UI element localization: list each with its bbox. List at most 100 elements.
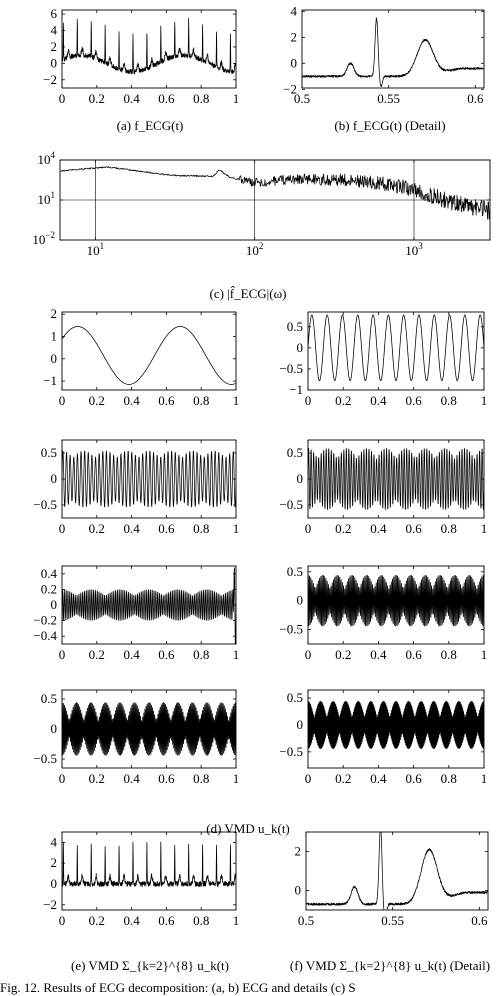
ytick-label-c-0: 10−2	[32, 230, 55, 247]
ytick-label-c-1: 101	[38, 190, 56, 207]
plot-frame-e	[61, 831, 237, 911]
ytick-label-d2-0: −1	[289, 382, 303, 397]
ytick-label-b-3: 4	[291, 3, 298, 18]
xtick-label-d1-4: 0.8	[193, 393, 209, 408]
xtick-label-e-4: 0.8	[193, 913, 209, 928]
xtick-label-d2-1: 0.2	[335, 393, 351, 408]
xtick-label-c-1: 102	[246, 241, 263, 258]
xtick-label-d8-3: 0.6	[405, 771, 422, 786]
caption-b: (b) f_ECG(t) (Detail)	[334, 118, 445, 133]
xtick-label-d7-0: 0	[59, 771, 66, 786]
ytick-label-d4-1: 0	[297, 471, 304, 486]
xtick-label-d3-3: 0.6	[158, 521, 175, 536]
xtick-label-d5-3: 0.6	[158, 647, 175, 662]
ytick-label-a-4: 6	[51, 6, 58, 21]
series-line-d3-0	[62, 450, 236, 508]
xtick-label-d8-1: 0.2	[335, 771, 351, 786]
series-line-b-0	[302, 17, 484, 88]
xtick-label-f-1: 0.55	[381, 913, 404, 928]
plot-frame-a	[61, 9, 237, 89]
ytick-label-f-0: 0	[295, 883, 302, 898]
chart-d5: 0 0.2 0.4 0.6 0.8 1−0.4−0.200.20.4	[33, 565, 239, 662]
ytick-label-a-3: 4	[51, 23, 58, 38]
ytick-label-d7-2: 0.5	[41, 691, 57, 706]
xtick-label-b-0: 0.5	[294, 91, 310, 106]
ytick-label-b-2: 2	[291, 29, 298, 44]
ytick-label-d4-2: 0.5	[287, 445, 303, 460]
xtick-label-d4-4: 0.8	[441, 521, 457, 536]
chart-d2: 0 0.2 0.4 0.6 0.8 1 −1 −0.5 0 0.5	[279, 311, 488, 408]
xtick-label-d3-0: 0	[59, 521, 66, 536]
chart-d4: 0 0.2 0.4 0.6 0.8 1−0.500.5	[279, 439, 487, 536]
xtick-label-d2-4: 0.8	[441, 393, 457, 408]
series-line-a-0	[62, 17, 236, 75]
ytick-label-d6-1: 0	[297, 593, 304, 608]
ytick-label-d5-3: 0.2	[41, 581, 57, 596]
xtick-label-c-0: 101	[87, 241, 105, 258]
xtick-label-d2-3: 0.6	[405, 393, 422, 408]
xtick-label-d6-3: 0.6	[405, 647, 422, 662]
xtick-label-e-0: 0	[59, 913, 66, 928]
chart-d7: 0 0.2 0.4 0.6 0.8 1−0.500.5	[33, 689, 240, 786]
xtick-label-e-3: 0.6	[158, 913, 175, 928]
xtick-label-d4-2: 0.4	[370, 521, 387, 536]
xtick-label-d4-1: 0.2	[335, 521, 351, 536]
chart-c: 101 102 103 10−2 101 104	[32, 150, 491, 258]
ytick-label-d4-0: −0.5	[279, 497, 303, 512]
ytick-label-d2-3: 0.5	[287, 319, 303, 334]
xtick-label-d5-1: 0.2	[89, 647, 105, 662]
ytick-label-d7-1: 0	[51, 721, 58, 736]
xtick-label-d6-0: 0	[305, 647, 312, 662]
ytick-label-d1-3: 2	[51, 306, 58, 321]
xtick-label-d3-1: 0.2	[89, 521, 105, 536]
xtick-label-c-2: 103	[405, 241, 423, 258]
series-line-d7-0	[62, 702, 236, 756]
ytick-label-c-2: 104	[38, 150, 56, 167]
xtick-label-d5-2: 0.4	[123, 647, 140, 662]
xtick-label-d4-3: 0.6	[405, 521, 422, 536]
xtick-label-d7-5: 1	[233, 771, 240, 786]
chart-b: 0.5 0.55 0.6 −2 0 2 4	[283, 3, 485, 106]
xtick-label-b-1: 0.55	[377, 91, 400, 106]
xtick-label-d2-2: 0.4	[370, 393, 387, 408]
xtick-label-b-2: 0.6	[467, 91, 484, 106]
ytick-label-e-2: 2	[51, 855, 58, 870]
ytick-label-f-1: 2	[295, 844, 302, 859]
series-line-d5-0	[62, 567, 236, 644]
ytick-label-e-1: 0	[51, 876, 58, 891]
xtick-label-d2-5: 1	[481, 393, 488, 408]
xtick-label-d8-2: 0.4	[370, 771, 387, 786]
ytick-label-e-0: −2	[43, 897, 57, 912]
ytick-label-a-0: −2	[43, 72, 57, 87]
xtick-label-e-2: 0.4	[123, 913, 140, 928]
xtick-label-a-2: 0.4	[123, 91, 140, 106]
chart-d3: 0 0.2 0.4 0.6 0.8 1−0.500.5	[33, 439, 239, 536]
ytick-label-d5-4: 0.4	[41, 566, 58, 581]
xtick-label-a-0: 0	[59, 91, 66, 106]
series-line-c-0	[60, 166, 490, 220]
xtick-label-d8-0: 0	[305, 771, 312, 786]
xtick-label-d3-4: 0.8	[193, 521, 209, 536]
ytick-label-b-1: 0	[291, 55, 298, 70]
xtick-label-d8-4: 0.8	[441, 771, 457, 786]
ytick-label-d8-1: 0	[297, 717, 304, 732]
xtick-label-a-1: 0.2	[89, 91, 105, 106]
ytick-label-a-2: 2	[51, 39, 58, 54]
ytick-label-d6-0: −0.5	[279, 622, 303, 637]
series-line-d4-0	[308, 448, 484, 510]
caption-f: (f) VMD Σ_{k=2}^{8} u_k(t) (Detail)	[290, 958, 490, 973]
chart-d8: 0 0.2 0.4 0.6 0.8 1−0.500.5	[279, 689, 488, 786]
chart-f: 0.5 0.55 0.6 0 2	[295, 831, 489, 928]
ytick-label-d8-2: 0.5	[287, 690, 303, 705]
ytick-label-d3-1: 0	[51, 471, 58, 486]
plot-frame-b	[301, 9, 485, 89]
chart-d6: 0 0.2 0.4 0.6 0.8 1−0.500.5	[279, 564, 487, 662]
xtick-label-d8-5: 1	[481, 771, 488, 786]
series-line-d1-0	[62, 326, 236, 385]
ytick-label-b-0: −2	[283, 81, 297, 96]
xtick-label-d4-0: 0	[305, 521, 312, 536]
xtick-label-d7-3: 0.6	[158, 771, 175, 786]
caption-a: (a) f_ECG(t)	[117, 118, 184, 133]
